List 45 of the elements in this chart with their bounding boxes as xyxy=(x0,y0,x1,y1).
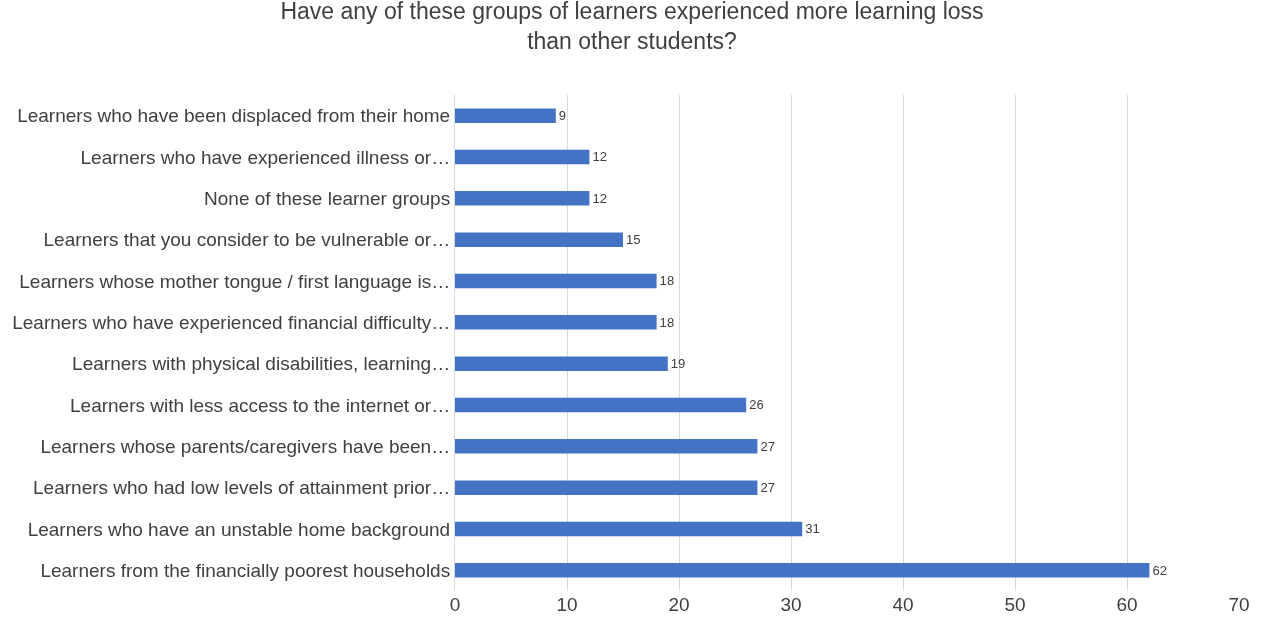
y-tick-label: None of these learner groups xyxy=(204,187,451,209)
data-label: 15 xyxy=(626,232,641,248)
y-tick-label: Learners who have an unstable home background xyxy=(27,518,451,540)
data-label: 18 xyxy=(659,314,675,330)
x-tick-label: 20 xyxy=(668,594,690,615)
bar xyxy=(455,480,758,495)
y-tick-label: Learners that you consider to be vulnerable or… xyxy=(43,229,451,251)
data-label: 18 xyxy=(659,273,675,289)
data-label: 27 xyxy=(760,480,775,496)
data-label: 26 xyxy=(749,397,764,413)
y-tick-label: Learners who have experienced financial difficulty… xyxy=(12,311,451,333)
y-tick-label: Learners who have been displaced from their home xyxy=(17,105,451,127)
x-tick-label: 70 xyxy=(1228,594,1250,615)
bar xyxy=(455,439,758,454)
data-label: 31 xyxy=(805,521,820,537)
chart-title: Have any of these groups of learners experienced more learning loss than other students? xyxy=(280,0,984,54)
bar xyxy=(455,149,590,165)
bar xyxy=(455,563,1150,578)
bar xyxy=(455,191,590,206)
data-label: 19 xyxy=(670,356,686,372)
y-tick-label: Learners whose parents/caregivers have been… xyxy=(40,435,451,457)
y-tick-label: Learners from the financially poorest households xyxy=(40,559,451,581)
y-tick-label: Learners with less access to the internet or… xyxy=(70,394,451,416)
data-label: 12 xyxy=(592,190,607,206)
bar xyxy=(455,397,747,413)
bar xyxy=(455,356,668,371)
y-tick-label: Learners who have experienced illness or… xyxy=(80,146,451,168)
y-tick-label: Learners who had low levels of attainment prior… xyxy=(33,477,451,499)
x-tick-label: 40 xyxy=(892,594,914,615)
x-tick-label: 0 xyxy=(449,594,461,615)
bar xyxy=(455,521,803,537)
y-tick-label: Learners with physical disabilities, learning… xyxy=(72,353,451,375)
data-label: 12 xyxy=(592,149,607,165)
data-label: 62 xyxy=(1152,562,1167,578)
y-tick-label: Learners whose mother tongue / first language is… xyxy=(19,270,451,292)
x-tick-label: 50 xyxy=(1004,594,1026,615)
x-tick-label: 60 xyxy=(1116,594,1138,615)
bar xyxy=(455,315,657,330)
bar xyxy=(455,232,623,247)
bar xyxy=(455,108,556,123)
bar xyxy=(455,273,657,289)
x-tick-label: 10 xyxy=(556,594,578,615)
data-label: 27 xyxy=(760,438,775,454)
x-tick-label: 30 xyxy=(780,594,802,615)
data-label: 9 xyxy=(558,108,567,124)
